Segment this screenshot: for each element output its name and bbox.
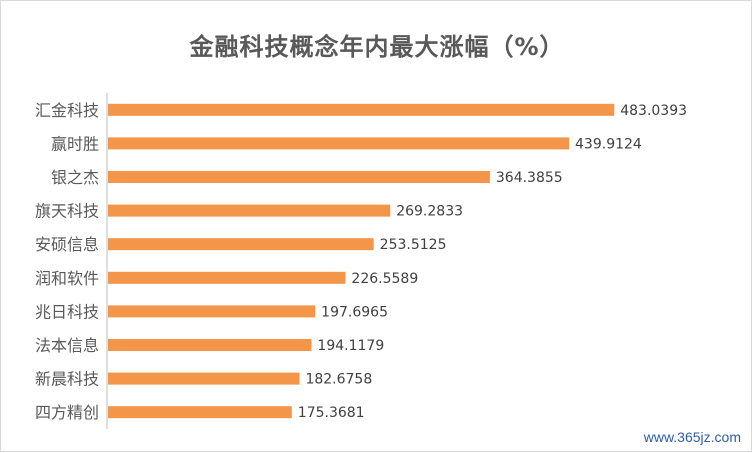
value-label: 175.3681 [298,405,365,421]
value-label: 194.1179 [317,338,384,354]
category-label: 兆日科技 [35,302,99,321]
category-label: 新晨科技 [35,370,99,389]
category-label: 银之杰 [51,168,99,187]
value-label: 253.5125 [380,237,447,253]
bar-3 [108,171,490,183]
bars-layer: 汇金科技 483.0393 赢时胜 439.9124 银之杰 364.3855 旗天科技 26… [35,101,687,422]
bar-2 [108,137,570,150]
category-label: 汇金科技 [35,101,99,120]
category-label: 四方精创 [35,403,99,422]
category-label: 安硕信息 [35,235,99,254]
bar-1 [108,103,615,116]
category-label: 润和软件 [35,269,99,288]
category-label: 法本信息 [35,336,99,355]
bar-8 [108,339,312,351]
bar-9 [108,372,300,385]
value-label: 226.5589 [351,271,418,287]
value-label: 197.6965 [321,304,388,320]
value-label: 364.3855 [496,170,563,186]
bar-4 [108,204,391,217]
value-label: 483.0393 [620,103,687,119]
bar-7 [108,305,316,318]
bar-6 [108,271,346,284]
bar-10 [108,406,292,419]
value-label: 182.6758 [305,372,372,388]
category-label: 赢时胜 [51,134,99,153]
bar-5 [108,238,374,251]
chart-title: 金融科技概念年内最大涨幅（%） [189,33,565,61]
value-label: 269.2833 [396,204,463,220]
watermark: www.365jz.com [643,429,741,445]
category-label: 旗天科技 [35,202,99,221]
value-label: 439.9124 [575,136,642,152]
